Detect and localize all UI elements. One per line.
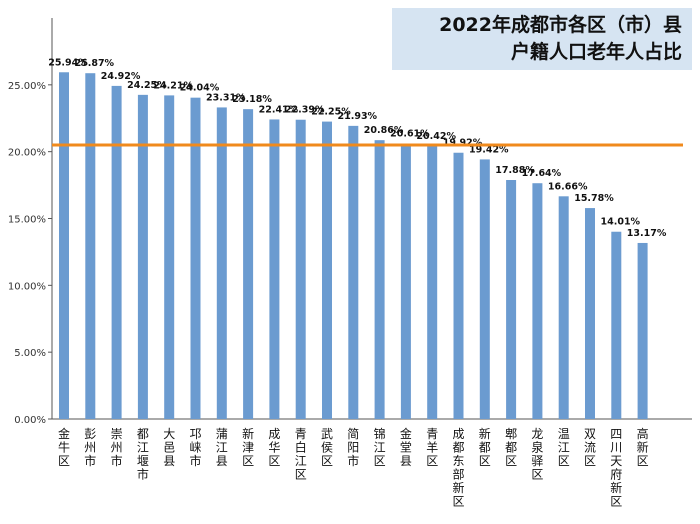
bar	[111, 85, 122, 420]
bar	[216, 107, 227, 419]
x-tick-label: 金牛区	[58, 426, 70, 468]
x-tick-label: 新都区	[479, 426, 491, 468]
x-tick-label: 郫都区	[505, 426, 517, 468]
x-tick-label: 成都东部新区	[452, 427, 464, 509]
x-tick-label: 四川天府新区	[610, 427, 622, 509]
data-label: 24.04%	[180, 83, 220, 94]
y-tick-label: 10.00%	[8, 281, 46, 292]
data-label: 21.93%	[338, 111, 378, 122]
bar	[585, 208, 595, 419]
data-label: 23.18%	[232, 94, 272, 105]
x-tick-label: 彭州市	[84, 427, 96, 468]
chart-title-line-1: 2022年成都市各区（市）县	[439, 14, 682, 36]
data-label: 17.88%	[495, 165, 535, 176]
x-tick-label: 温江区	[558, 427, 570, 468]
bar	[400, 143, 411, 419]
data-label: 25.94%	[48, 57, 88, 68]
x-tick-label: 青羊区	[426, 427, 438, 468]
bar	[137, 94, 148, 419]
data-label: 24.25%	[127, 80, 167, 91]
bar	[190, 97, 201, 419]
bar	[637, 242, 648, 419]
data-label: 20.86%	[364, 125, 404, 136]
x-tick-label: 双流区	[584, 427, 596, 468]
bar	[427, 146, 438, 419]
x-tick-label: 金堂县	[400, 426, 412, 468]
x-tick-label: 锦江区	[374, 427, 386, 468]
chart-title: 2022年成都市各区（市）县 户籍人口老年人占比	[392, 8, 692, 70]
bar	[374, 140, 385, 419]
data-label: 25.87%	[75, 58, 115, 69]
x-tick-label: 青白江区	[295, 427, 307, 482]
data-label: 20.42%	[416, 131, 456, 142]
y-tick-label: 5.00%	[14, 348, 46, 359]
x-tick-label: 都江堰市	[137, 427, 149, 482]
data-label: 23.31%	[206, 92, 246, 103]
bar	[59, 72, 69, 419]
data-label: 19.92%	[443, 138, 483, 149]
data-label: 22.25%	[311, 107, 351, 118]
x-tick-label: 成华区	[268, 427, 280, 468]
bar	[269, 119, 280, 419]
bar	[348, 125, 359, 419]
data-label: 19.42%	[469, 144, 509, 155]
bar	[322, 121, 332, 419]
x-tick-label: 蒲江县	[216, 427, 228, 468]
x-tick-label: 新津区	[242, 426, 254, 468]
y-tick-label: 15.00%	[8, 215, 46, 226]
data-label: 16.66%	[548, 181, 588, 192]
bar	[558, 196, 569, 419]
data-label: 13.17%	[627, 228, 667, 239]
x-tick-label: 简阳市	[347, 427, 359, 468]
x-tick-label: 邛崃市	[189, 427, 201, 468]
y-tick-label: 20.00%	[8, 148, 46, 159]
x-tick-label: 龙泉驿区	[531, 427, 543, 482]
bar	[506, 180, 517, 419]
bar	[164, 95, 175, 419]
bar	[532, 183, 543, 419]
bar	[295, 119, 306, 419]
x-tick-label: 武侯区	[321, 427, 333, 468]
data-label: 24.92%	[101, 71, 141, 82]
y-tick-label: 0.00%	[14, 415, 46, 426]
data-label: 14.01%	[601, 217, 641, 228]
x-tick-label: 大邑县	[163, 427, 175, 468]
chart-title-line-2: 户籍人口老年人占比	[510, 41, 682, 63]
data-label: 17.64%	[522, 168, 562, 179]
bar	[85, 73, 96, 419]
data-label: 22.41%	[259, 104, 299, 115]
y-tick-label: 25.00%	[8, 81, 46, 92]
bar	[479, 159, 490, 420]
bar	[243, 109, 254, 419]
x-tick-label: 高新区	[637, 426, 649, 468]
data-label: 22.39%	[285, 105, 325, 116]
x-tick-label: 崇州市	[111, 427, 123, 468]
data-label: 24.21%	[153, 80, 193, 91]
data-label: 20.61%	[390, 129, 430, 140]
data-label: 15.78%	[574, 193, 614, 204]
bar	[611, 231, 622, 419]
bar	[453, 152, 464, 419]
